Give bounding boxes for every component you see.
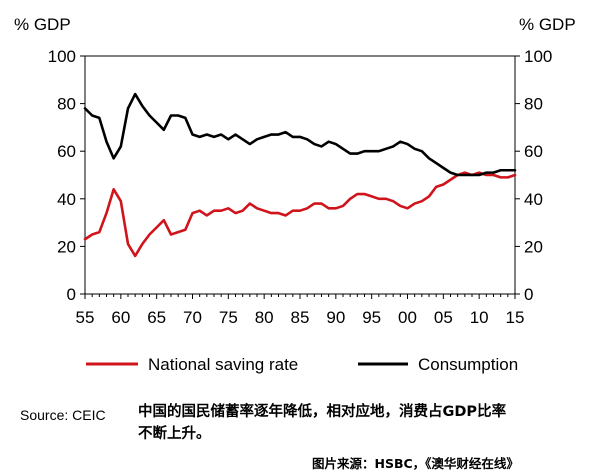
- x-tick-label: 60: [111, 308, 130, 327]
- x-tick-label: 90: [326, 308, 345, 327]
- plot-area-frame: [84, 55, 516, 295]
- x-tick-label: 95: [362, 308, 381, 327]
- series-layer: [83, 92, 517, 258]
- consumption-line: [83, 92, 517, 177]
- x-axis: 55 60 65 70 75 80 85 90 95 00 05 10 15: [76, 294, 525, 327]
- chart: % GDP % GDP 0 20 40 60 80 100 0 20 40 60 80 100 55…: [14, 15, 576, 374]
- left-axis-unit: % GDP: [14, 15, 71, 34]
- image-credit: 图片来源：HSBC，《澳华财经在线》: [312, 456, 519, 471]
- left-y-tick-label: 80: [57, 95, 76, 114]
- x-tick-label: 05: [434, 308, 453, 327]
- x-tick-label: 10: [470, 308, 489, 327]
- caption: 中国的国民储蓄率逐年降低，相对应地，消费占GDP比率不断上升。: [138, 404, 507, 442]
- legend: National saving rate Consumption: [86, 355, 518, 374]
- x-tick-label: 15: [506, 308, 525, 327]
- right-y-tick-label: 0: [524, 285, 533, 304]
- x-tick-label: 55: [76, 308, 95, 327]
- x-tick-label: 00: [398, 308, 417, 327]
- right-y-tick-label: 80: [524, 95, 543, 114]
- right-y-axis: 0 20 40 60 80 100: [515, 47, 552, 304]
- source-note: Source: CEIC: [20, 407, 106, 423]
- x-tick-label: 65: [147, 308, 166, 327]
- left-y-tick-label: 20: [57, 237, 76, 256]
- legend-label-consumption: Consumption: [418, 355, 518, 374]
- x-tick-label: 85: [291, 308, 310, 327]
- right-y-tick-label: 60: [524, 142, 543, 161]
- left-y-tick-label: 0: [67, 285, 76, 304]
- left-y-axis: 0 20 40 60 80 100: [48, 47, 85, 304]
- left-y-tick-label: 100: [48, 47, 76, 66]
- right-axis-unit: % GDP: [519, 15, 576, 34]
- legend-label-saving: National saving rate: [148, 355, 298, 374]
- national-saving-rate-line: [83, 171, 517, 258]
- x-tick-label: 75: [219, 308, 238, 327]
- x-tick-label: 70: [183, 308, 202, 327]
- x-tick-label: 80: [255, 308, 274, 327]
- right-y-tick-label: 20: [524, 237, 543, 256]
- right-y-tick-label: 100: [524, 47, 552, 66]
- right-y-tick-label: 40: [524, 190, 543, 209]
- left-y-tick-label: 60: [57, 142, 76, 161]
- left-y-tick-label: 40: [57, 190, 76, 209]
